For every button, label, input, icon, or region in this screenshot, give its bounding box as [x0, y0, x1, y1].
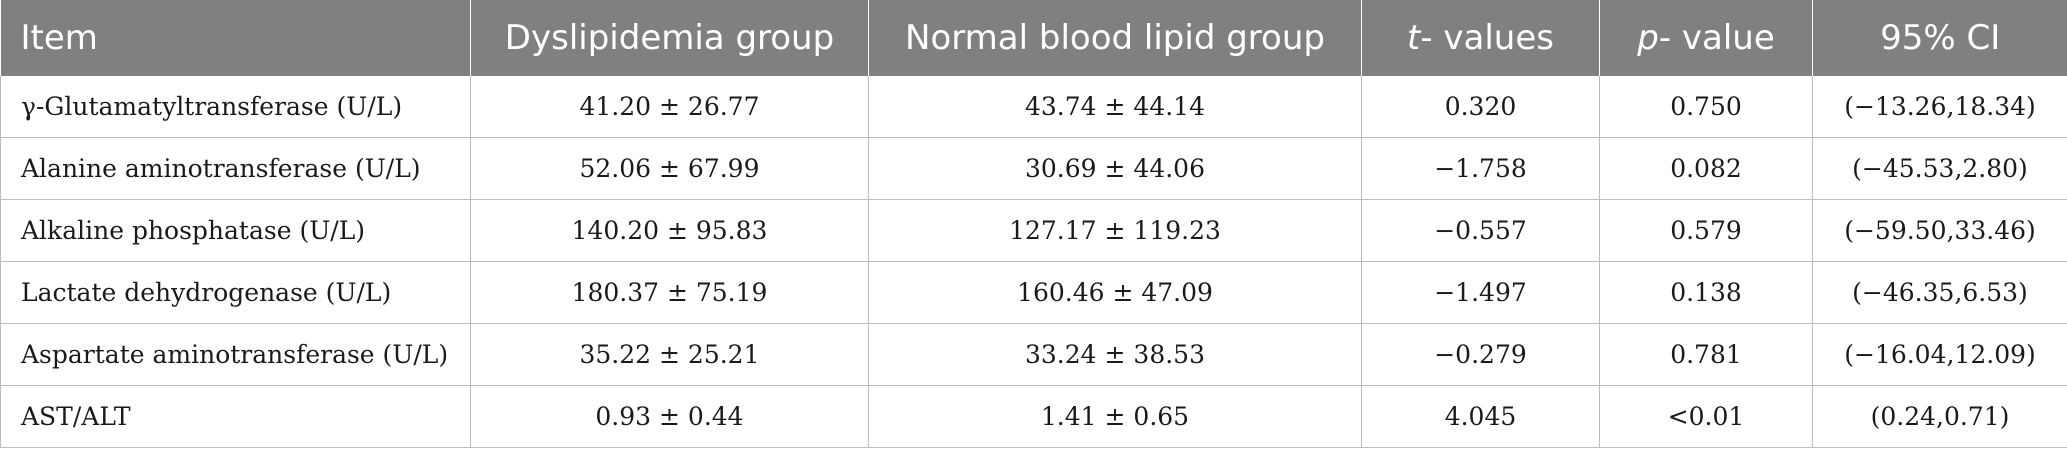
cell-p: 0.781 [1599, 323, 1813, 386]
cell-p: 0.579 [1599, 199, 1813, 262]
cell-p: <0.01 [1599, 385, 1813, 448]
cell-dyslipidemia: 41.20 ± 26.77 [470, 76, 869, 138]
header-item: Item [0, 0, 471, 76]
cell-dyslipidemia: 0.93 ± 0.44 [470, 385, 869, 448]
cell-normal: 43.74 ± 44.14 [868, 76, 1362, 138]
table-row: Lactate dehydrogenase (U/L) 180.37 ± 75.… [0, 261, 2067, 324]
cell-normal: 127.17 ± 119.23 [868, 199, 1362, 262]
header-normal-group: Normal blood lipid group [868, 0, 1362, 76]
cell-normal: 33.24 ± 38.53 [868, 323, 1362, 386]
header-t-values: t- values [1361, 0, 1600, 76]
cell-ci: (0.24,0.71) [1812, 385, 2067, 448]
cell-item: γ-Glutamatyltransferase (U/L) [0, 76, 471, 138]
cell-ci: (−59.50,33.46) [1812, 199, 2067, 262]
cell-t: −1.758 [1361, 137, 1600, 200]
header-95-ci: 95% CI [1812, 0, 2067, 76]
header-dyslipidemia-group: Dyslipidemia group [470, 0, 869, 76]
p-letter: p [1637, 18, 1659, 58]
cell-dyslipidemia: 35.22 ± 25.21 [470, 323, 869, 386]
table-row: Alkaline phosphatase (U/L) 140.20 ± 95.8… [0, 199, 2067, 262]
cell-ci: (−13.26,18.34) [1812, 76, 2067, 138]
table-row: γ-Glutamatyltransferase (U/L) 41.20 ± 26… [0, 76, 2067, 138]
cell-t: −0.557 [1361, 199, 1600, 262]
cell-dyslipidemia: 140.20 ± 95.83 [470, 199, 869, 262]
cell-t: 4.045 [1361, 385, 1600, 448]
liver-function-table: Item Dyslipidemia group Normal blood lip… [0, 0, 2067, 448]
table-row: AST/ALT 0.93 ± 0.44 1.41 ± 0.65 4.045 <0… [0, 385, 2067, 448]
cell-p: 0.750 [1599, 76, 1813, 138]
cell-ci: (−16.04,12.09) [1812, 323, 2067, 386]
cell-normal: 160.46 ± 47.09 [868, 261, 1362, 324]
data-table-container: Item Dyslipidemia group Normal blood lip… [0, 0, 2067, 448]
cell-t: −0.279 [1361, 323, 1600, 386]
table-row: Aspartate aminotransferase (U/L) 35.22 ±… [0, 323, 2067, 386]
cell-item: Alkaline phosphatase (U/L) [0, 199, 471, 262]
cell-p: 0.138 [1599, 261, 1813, 324]
cell-item: Lactate dehydrogenase (U/L) [0, 261, 471, 324]
cell-item: Aspartate aminotransferase (U/L) [0, 323, 471, 386]
t-letter: t [1406, 18, 1421, 58]
t-suffix: - values [1420, 18, 1554, 58]
cell-dyslipidemia: 52.06 ± 67.99 [470, 137, 869, 200]
table-row: Alanine aminotransferase (U/L) 52.06 ± 6… [0, 137, 2067, 200]
header-row: Item Dyslipidemia group Normal blood lip… [0, 0, 2067, 76]
cell-ci: (−45.53,2.80) [1812, 137, 2067, 200]
cell-dyslipidemia: 180.37 ± 75.19 [470, 261, 869, 324]
cell-normal: 30.69 ± 44.06 [868, 137, 1362, 200]
p-suffix: - value [1658, 18, 1775, 58]
cell-p: 0.082 [1599, 137, 1813, 200]
cell-ci: (−46.35,6.53) [1812, 261, 2067, 324]
cell-item: AST/ALT [0, 385, 471, 448]
cell-item: Alanine aminotransferase (U/L) [0, 137, 471, 200]
cell-t: 0.320 [1361, 76, 1600, 138]
cell-normal: 1.41 ± 0.65 [868, 385, 1362, 448]
header-p-value: p- value [1599, 0, 1813, 76]
cell-t: −1.497 [1361, 261, 1600, 324]
